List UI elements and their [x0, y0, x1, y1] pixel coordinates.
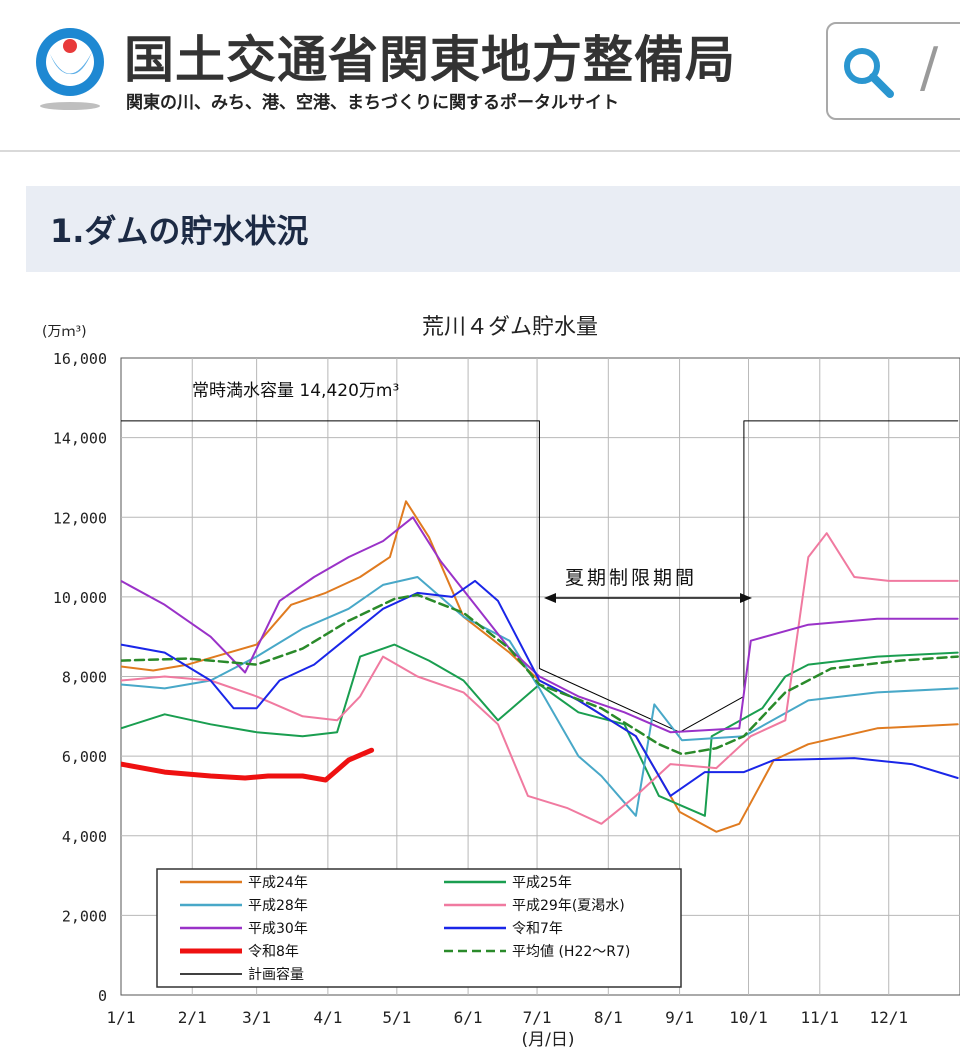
x-tick-label: 11/1 — [801, 1008, 840, 1027]
series-line — [121, 576, 959, 817]
section-header: 1.ダムの貯水状況 — [26, 186, 960, 272]
summer-limit-arrow — [544, 593, 752, 603]
chart-title: 荒川４ダム貯水量 — [422, 315, 598, 340]
x-tick-label: 9/1 — [665, 1008, 694, 1027]
section-title: 1.ダムの貯水状況 — [50, 212, 309, 250]
x-tick-label: 3/1 — [242, 1008, 271, 1027]
series-lines — [121, 420, 959, 833]
dam-storage-chart: 0 2,000 4,000 6,000 8,000 10,000 12,000 14,000 1… — [42, 315, 960, 1050]
series-line — [121, 532, 959, 825]
x-tick-label: 5/1 — [382, 1008, 411, 1027]
legend-label: 令和8年 — [248, 944, 299, 960]
x-axis-label: (月/日) — [522, 1030, 575, 1050]
y-tick-label: 8,000 — [62, 669, 107, 687]
summer-limit-annotation: 夏期制限期間 — [565, 567, 697, 589]
series-line — [121, 516, 959, 734]
legend-label: 平均値 (H22～R7) — [512, 944, 630, 960]
series-line — [121, 579, 959, 797]
y-tick-label: 2,000 — [62, 907, 107, 925]
legend-label: 平成25年 — [512, 875, 572, 891]
site-title[interactable]: 国土交通省関東地方整備局 — [124, 31, 736, 89]
y-tick-label: 14,000 — [53, 430, 107, 448]
search-icon[interactable] — [840, 44, 896, 100]
full-capacity-annotation: 常時満水容量 14,420万m³ — [192, 381, 399, 401]
x-tick-labels: 1/1 2/1 3/1 4/1 5/1 6/1 7/1 8/1 9/1 10/1 11/1 12/1 — [107, 1008, 908, 1027]
legend-label: 平成24年 — [248, 875, 308, 891]
search-separator: / — [920, 36, 939, 99]
x-tick-label: 12/1 — [869, 1008, 908, 1027]
x-tick-label: 7/1 — [523, 1008, 552, 1027]
series-line — [121, 643, 959, 817]
y-tick-labels: 0 2,000 4,000 6,000 8,000 10,000 12,000 14,000 1… — [53, 350, 107, 1005]
x-tick-label: 4/1 — [313, 1008, 342, 1027]
x-tick-label: 1/1 — [107, 1008, 136, 1027]
site-subtitle: 関東の川、みち、港、空港、まちづくりに関するポータルサイト — [126, 93, 619, 113]
series-line — [121, 593, 959, 756]
legend-label: 令和7年 — [512, 921, 563, 937]
y-tick-label: 16,000 — [53, 350, 107, 368]
x-tick-label: 6/1 — [454, 1008, 483, 1027]
legend-label: 平成28年 — [248, 898, 308, 914]
x-tick-label: 10/1 — [729, 1008, 768, 1027]
x-tick-label: 8/1 — [594, 1008, 623, 1027]
series-line — [121, 747, 375, 783]
legend-label: 平成29年(夏渇水) — [512, 898, 625, 914]
y-tick-label: 4,000 — [62, 828, 107, 846]
y-tick-label: 12,000 — [53, 509, 107, 527]
x-tick-label: 2/1 — [178, 1008, 207, 1027]
legend-label: 平成30年 — [248, 921, 308, 937]
y-tick-label: 6,000 — [62, 748, 107, 766]
search-box[interactable]: / — [826, 22, 960, 120]
y-axis-label: (万ｍ³) — [42, 324, 87, 340]
y-tick-label: 0 — [98, 987, 107, 1005]
mlit-logo-icon — [36, 28, 104, 110]
site-header: 国土交通省関東地方整備局 関東の川、みち、港、空港、まちづくりに関するポータルサ… — [0, 0, 960, 152]
legend-label: 計画容量 — [248, 966, 304, 983]
y-tick-label: 10,000 — [53, 589, 107, 607]
